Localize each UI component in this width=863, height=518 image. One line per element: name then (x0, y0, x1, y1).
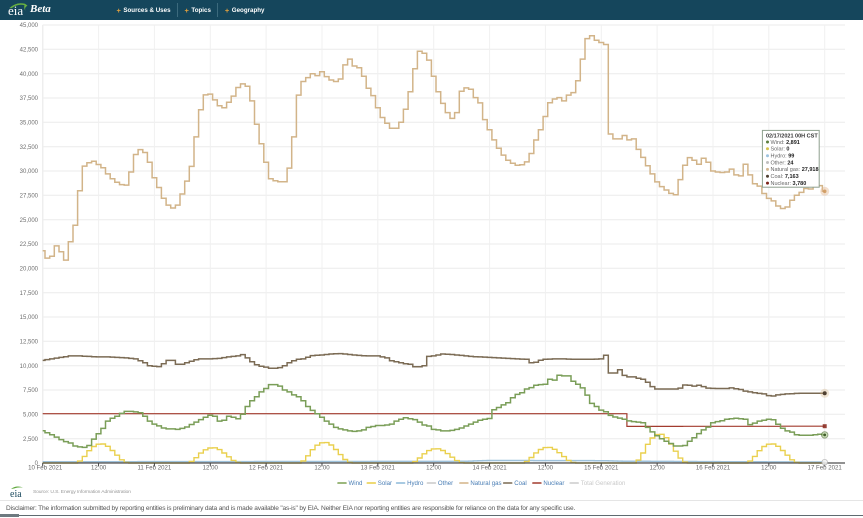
svg-text:12:00: 12:00 (761, 465, 777, 472)
svg-text:12:00: 12:00 (203, 465, 219, 472)
svg-text:22,500: 22,500 (20, 242, 39, 248)
svg-text:20,000: 20,000 (20, 267, 39, 273)
svg-text:12:00: 12:00 (538, 465, 554, 472)
svg-text:12:00: 12:00 (649, 465, 665, 472)
svg-text:2,500: 2,500 (23, 437, 39, 443)
svg-text:12,500: 12,500 (20, 340, 39, 346)
svg-text:Total Generation: Total Generation (581, 480, 626, 487)
svg-text:13 Feb 2021: 13 Feb 2021 (361, 465, 396, 472)
svg-text:Hydro: Hydro (407, 480, 424, 487)
svg-text:7,500: 7,500 (23, 388, 39, 394)
svg-text:42,500: 42,500 (20, 48, 39, 54)
svg-text:15 Feb 2021: 15 Feb 2021 (584, 465, 619, 472)
svg-text:11 Feb 2021: 11 Feb 2021 (138, 465, 172, 472)
svg-text:35,000: 35,000 (20, 121, 39, 127)
svg-text:16 Feb 2021: 16 Feb 2021 (696, 465, 731, 472)
svg-text:Other: Other (438, 480, 453, 487)
svg-text:0: 0 (35, 461, 39, 467)
svg-text:15,000: 15,000 (20, 315, 39, 321)
svg-text:02/17/2021 00H CST: 02/17/2021 00H CST (766, 134, 818, 140)
svg-text:40,000: 40,000 (20, 72, 39, 78)
svg-text:Wind: Wind (349, 480, 363, 487)
svg-text:25,000: 25,000 (20, 218, 39, 224)
svg-text:30,000: 30,000 (20, 169, 39, 175)
svg-text:Nuclear: Nuclear (543, 480, 564, 487)
svg-text:Nuclear: 3,780: Nuclear: 3,780 (771, 181, 807, 187)
svg-text:Coal: 7,163: Coal: 7,163 (771, 174, 799, 180)
svg-text:10,000: 10,000 (20, 364, 39, 370)
svg-text:12:00: 12:00 (426, 465, 442, 472)
svg-text:Coal: Coal (514, 480, 527, 487)
svg-text:Solar: Solar (378, 480, 392, 487)
svg-text:12:00: 12:00 (91, 465, 107, 472)
svg-text:Hydro: 99: Hydro: 99 (771, 154, 795, 160)
svg-text:12:00: 12:00 (314, 465, 330, 472)
svg-text:5,000: 5,000 (23, 413, 39, 419)
svg-text:14 Feb 2021: 14 Feb 2021 (472, 465, 507, 472)
svg-text:37,500: 37,500 (20, 96, 39, 102)
svg-text:Natural gas: Natural gas (470, 480, 501, 487)
svg-text:27,500: 27,500 (20, 194, 39, 200)
svg-text:Other: 24: Other: 24 (771, 160, 795, 166)
svg-text:32,500: 32,500 (20, 145, 39, 151)
svg-text:Solar: 0: Solar: 0 (771, 147, 790, 153)
svg-text:17,500: 17,500 (20, 291, 39, 297)
svg-text:Natural gas: 27,918: Natural gas: 27,918 (771, 167, 819, 173)
svg-text:10 Feb 2021: 10 Feb 2021 (28, 465, 63, 472)
svg-text:17 Feb 2021: 17 Feb 2021 (808, 465, 843, 472)
svg-text:45,000: 45,000 (20, 23, 39, 29)
svg-text:12 Feb 2021: 12 Feb 2021 (249, 465, 284, 472)
svg-text:eia: eia (10, 489, 22, 499)
svg-text:Wind: 2,891: Wind: 2,891 (771, 140, 800, 146)
